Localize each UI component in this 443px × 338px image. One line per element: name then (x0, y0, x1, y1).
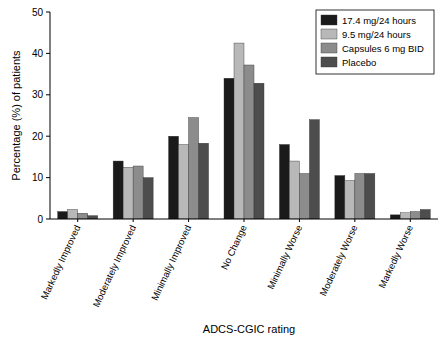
bar (199, 143, 209, 219)
bar (123, 167, 133, 219)
y-tick-label: 40 (32, 48, 44, 59)
y-tick (46, 136, 50, 137)
y-tick (46, 53, 50, 54)
legend-label: Placebo (342, 57, 376, 68)
bar (244, 65, 254, 219)
bar (58, 212, 68, 219)
legend-swatch (321, 43, 337, 53)
bar (289, 161, 299, 219)
y-tick (46, 94, 50, 95)
x-tick-label: Moderately Worse (317, 223, 359, 297)
y-tick-label: 10 (32, 172, 44, 183)
bar (133, 166, 143, 219)
y-tick-label: 30 (32, 89, 44, 100)
legend-label: 17.4 mg/24 hours (342, 15, 416, 26)
legend-label: Capsules 6 mg BID (342, 43, 424, 54)
x-tick-label: Minimally Worse (265, 223, 304, 291)
bar (279, 144, 289, 219)
bar (224, 78, 234, 219)
bar (143, 178, 153, 219)
legend-label: 9.5 mg/24 hours (342, 29, 411, 40)
bar (400, 213, 410, 219)
legend-swatch (321, 57, 337, 67)
bar (68, 209, 78, 219)
bar (390, 215, 400, 219)
bar (335, 176, 345, 219)
y-tick (46, 177, 50, 178)
x-tick-label: Minimally Improved (149, 223, 194, 302)
chart: Markedly ImprovedModerately ImprovedMini… (0, 0, 443, 338)
y-tick-label: 20 (32, 131, 44, 142)
y-tick (46, 12, 50, 13)
y-tick-label: 50 (32, 7, 44, 18)
x-tick-label: Moderately Improved (90, 223, 138, 309)
bar (355, 173, 365, 219)
bar (420, 209, 430, 219)
y-axis-label: Percentage (%) of patients (10, 50, 22, 181)
legend-box (316, 10, 434, 74)
bar (78, 213, 88, 219)
x-axis (50, 219, 438, 220)
bar (299, 173, 309, 219)
bar (179, 144, 189, 219)
legend-swatch (321, 15, 337, 25)
bar (234, 43, 244, 219)
bar (345, 180, 355, 219)
bar (309, 120, 319, 219)
x-tick-label: Markedly Improved (38, 223, 82, 301)
bar (113, 161, 123, 219)
y-tick-label: 0 (37, 214, 43, 225)
x-tick-label: Markedly Worse (376, 223, 415, 290)
bar (169, 136, 179, 219)
bar (189, 118, 199, 219)
bar (254, 83, 264, 219)
y-tick (46, 219, 50, 220)
x-axis-label: ADCS-CGIC rating (203, 323, 295, 335)
x-tick-label: No Change (219, 223, 249, 271)
legend-swatch (321, 29, 337, 39)
legend: 17.4 mg/24 hours 9.5 mg/24 hours Capsules … (316, 10, 434, 74)
bar (365, 173, 375, 219)
y-axis (50, 12, 51, 219)
bar (410, 212, 420, 219)
